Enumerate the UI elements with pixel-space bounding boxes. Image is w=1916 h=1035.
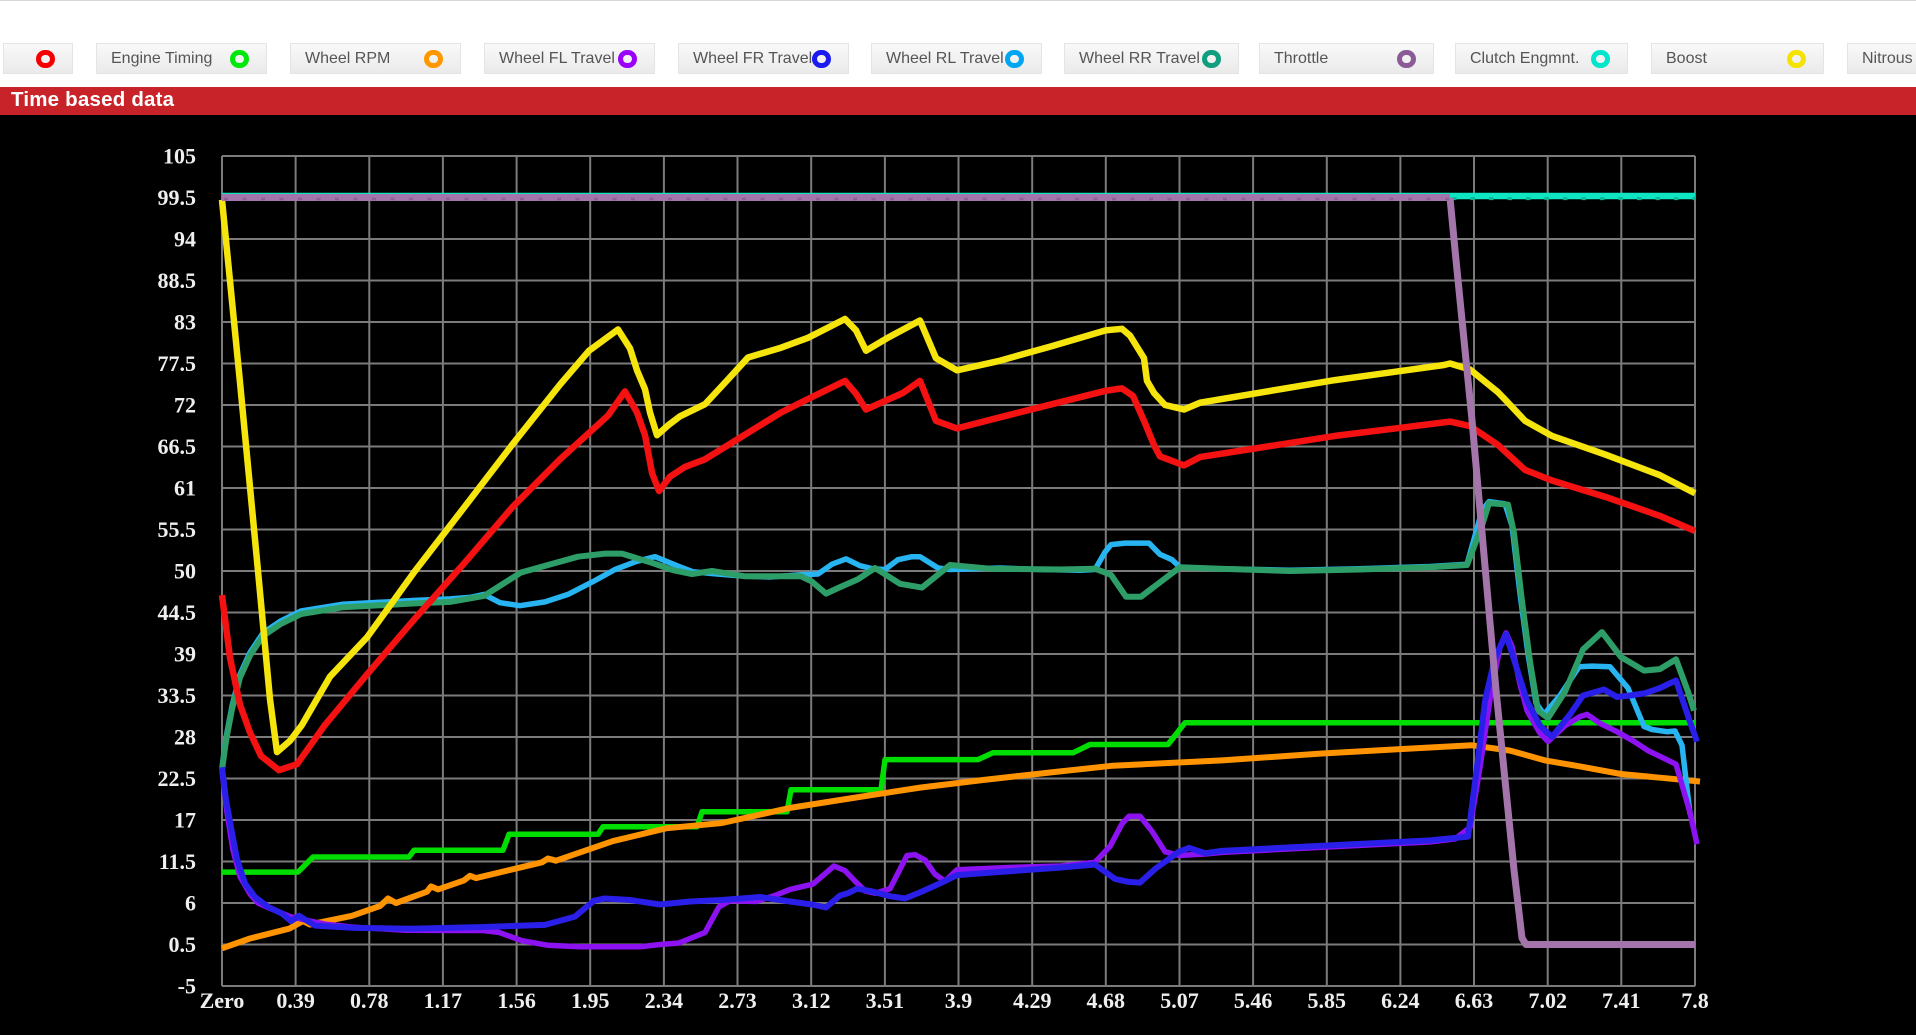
svg-text:83: 83 (174, 310, 196, 335)
svg-text:2.34: 2.34 (645, 988, 684, 1013)
svg-text:4.29: 4.29 (1013, 988, 1052, 1013)
svg-text:7.02: 7.02 (1528, 988, 1567, 1013)
svg-text:3.9: 3.9 (945, 988, 973, 1013)
svg-text:50: 50 (174, 559, 196, 584)
svg-text:105: 105 (163, 144, 196, 169)
svg-text:4.68: 4.68 (1087, 988, 1126, 1013)
svg-text:39: 39 (174, 642, 196, 667)
svg-text:Zero: Zero (200, 988, 245, 1013)
svg-text:5.46: 5.46 (1234, 988, 1273, 1013)
svg-text:6.24: 6.24 (1381, 988, 1420, 1013)
svg-text:0.5: 0.5 (169, 932, 197, 957)
svg-text:72: 72 (174, 393, 196, 418)
svg-text:22.5: 22.5 (158, 766, 197, 791)
svg-text:1.95: 1.95 (571, 988, 610, 1013)
svg-text:77.5: 77.5 (158, 351, 197, 376)
svg-text:55.5: 55.5 (158, 517, 197, 542)
svg-text:28: 28 (174, 725, 196, 750)
svg-text:33.5: 33.5 (158, 683, 197, 708)
svg-text:0.78: 0.78 (350, 988, 389, 1013)
svg-text:6: 6 (185, 891, 196, 916)
svg-text:3.51: 3.51 (866, 988, 905, 1013)
svg-text:0.39: 0.39 (276, 988, 315, 1013)
svg-text:5.07: 5.07 (1160, 988, 1199, 1013)
svg-text:1.17: 1.17 (424, 988, 463, 1013)
svg-text:94: 94 (174, 227, 196, 252)
svg-text:44.5: 44.5 (158, 600, 197, 625)
svg-text:99.5: 99.5 (158, 185, 197, 210)
svg-text:7.41: 7.41 (1602, 988, 1641, 1013)
svg-text:-5: -5 (178, 974, 196, 999)
svg-text:7.8: 7.8 (1681, 988, 1709, 1013)
svg-text:61: 61 (174, 476, 196, 501)
svg-text:3.12: 3.12 (792, 988, 831, 1013)
svg-text:2.73: 2.73 (718, 988, 757, 1013)
svg-text:17: 17 (174, 808, 196, 833)
svg-text:5.85: 5.85 (1308, 988, 1347, 1013)
svg-text:1.56: 1.56 (497, 988, 536, 1013)
svg-text:6.63: 6.63 (1455, 988, 1494, 1013)
svg-text:88.5: 88.5 (158, 268, 197, 293)
svg-text:66.5: 66.5 (158, 434, 197, 459)
svg-text:11.5: 11.5 (159, 849, 196, 874)
